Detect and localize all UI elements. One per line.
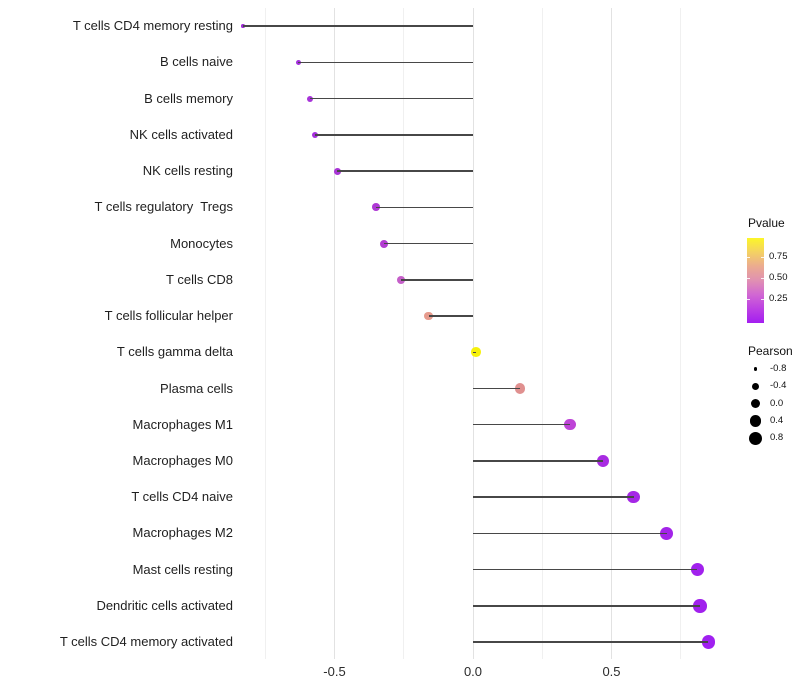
pearson-legend-label: -0.4 [770, 380, 787, 392]
pearson-legend-dot [751, 382, 760, 390]
pvalue-tick-label: 0.75 [769, 251, 788, 263]
y-axis-label: Mast cells resting [132, 561, 233, 577]
y-axis-label: T cells follicular helper [104, 308, 233, 324]
pvalue-tick-label: 0.25 [769, 292, 788, 304]
lollipop-stem [473, 568, 698, 571]
lollipop-stem [400, 279, 473, 281]
y-axis-label: Plasma cells [160, 380, 233, 396]
lollipop-stem [473, 496, 634, 498]
lollipop-stem [309, 97, 473, 100]
minor-gridline [680, 8, 682, 659]
pvalue-tick-mark [761, 278, 764, 280]
y-axis-label: T cells CD4 memory resting [72, 18, 233, 34]
lollipop-dot [693, 599, 707, 613]
y-axis-label: T cells CD4 naive [131, 489, 233, 505]
pearson-legend-dot [749, 415, 762, 427]
x-tick-label: 0.0 [463, 664, 483, 679]
y-axis-label: T cells CD4 memory activated [59, 634, 233, 650]
y-axis-label: NK cells resting [142, 163, 233, 179]
y-axis-label: NK cells activated [129, 126, 233, 142]
lollipop-stem [473, 460, 604, 462]
pearson-legend-label: 0.0 [770, 397, 784, 409]
lollipop-dot [660, 526, 674, 540]
pvalue-tick-mark [747, 278, 750, 280]
y-axis-label: T cells gamma delta [116, 344, 233, 360]
lollipop-stem [384, 242, 473, 245]
y-axis-label: Macrophages M0 [132, 452, 233, 468]
lollipop-dot [701, 635, 716, 649]
y-axis-label: T cells regulatory Tregs [94, 199, 233, 215]
pearson-legend-title: Pearson [748, 344, 793, 358]
pvalue-tick-mark [761, 257, 764, 259]
minor-gridline [541, 8, 543, 659]
lollipop-dot [564, 419, 576, 431]
minor-gridline [264, 8, 266, 659]
pearson-legend-dot [748, 431, 763, 445]
pvalue-tick-mark [747, 298, 750, 300]
lollipop-stem [298, 61, 473, 64]
lollipop-dot [333, 167, 341, 175]
y-axis-label: B cells memory [144, 90, 233, 106]
lollipop-dot [627, 491, 640, 504]
x-tick-label: 0.5 [602, 664, 621, 679]
pearson-legend-label: 0.8 [770, 432, 784, 444]
y-axis-label: B cells naive [160, 54, 233, 70]
y-axis-label: Macrophages M1 [132, 416, 233, 432]
pearson-legend-dot [750, 398, 761, 409]
lollipop-stem [473, 605, 701, 607]
y-axis-label: Dendritic cells activated [96, 597, 233, 613]
lollipop-stem [315, 134, 473, 136]
pearson-legend-label: -0.8 [770, 363, 787, 374]
pvalue-colorbar [747, 238, 764, 323]
pearson-legend-label: 0.4 [770, 414, 784, 426]
x-tick-label: -0.5 [323, 664, 346, 679]
lollipop-stem [473, 351, 476, 354]
lollipop-stem [376, 206, 473, 209]
pvalue-tick-mark [761, 298, 764, 300]
lollipop-stem [243, 25, 473, 27]
major-gridline [334, 8, 335, 659]
lollipop-stem [473, 423, 570, 426]
y-axis-label: Macrophages M2 [132, 525, 233, 541]
major-gridline [472, 8, 474, 659]
pvalue-tick-mark [747, 257, 750, 259]
lollipop-stem [428, 315, 473, 317]
pvalue-legend-title: Pvalue [748, 216, 785, 230]
lollipop-dot [312, 131, 319, 138]
minor-gridline [403, 8, 405, 659]
lollipop-dot [372, 203, 380, 212]
y-axis-label: T cells CD8 [166, 271, 233, 287]
lollipop-dot [380, 239, 389, 248]
lollipop-stem [473, 387, 521, 390]
pearson-legend-dot [753, 367, 758, 371]
lollipop-dot [514, 383, 526, 394]
lollipop-dot [424, 311, 434, 321]
y-axis-label: Monocytes [170, 235, 233, 251]
major-gridline [611, 8, 612, 659]
lollipop-stem [473, 641, 709, 643]
lollipop-stem [473, 532, 667, 535]
lollipop-dot [306, 95, 313, 102]
lollipop-dot [295, 59, 302, 66]
lollipop-stem [337, 170, 473, 172]
pvalue-tick-label: 0.50 [769, 272, 788, 284]
